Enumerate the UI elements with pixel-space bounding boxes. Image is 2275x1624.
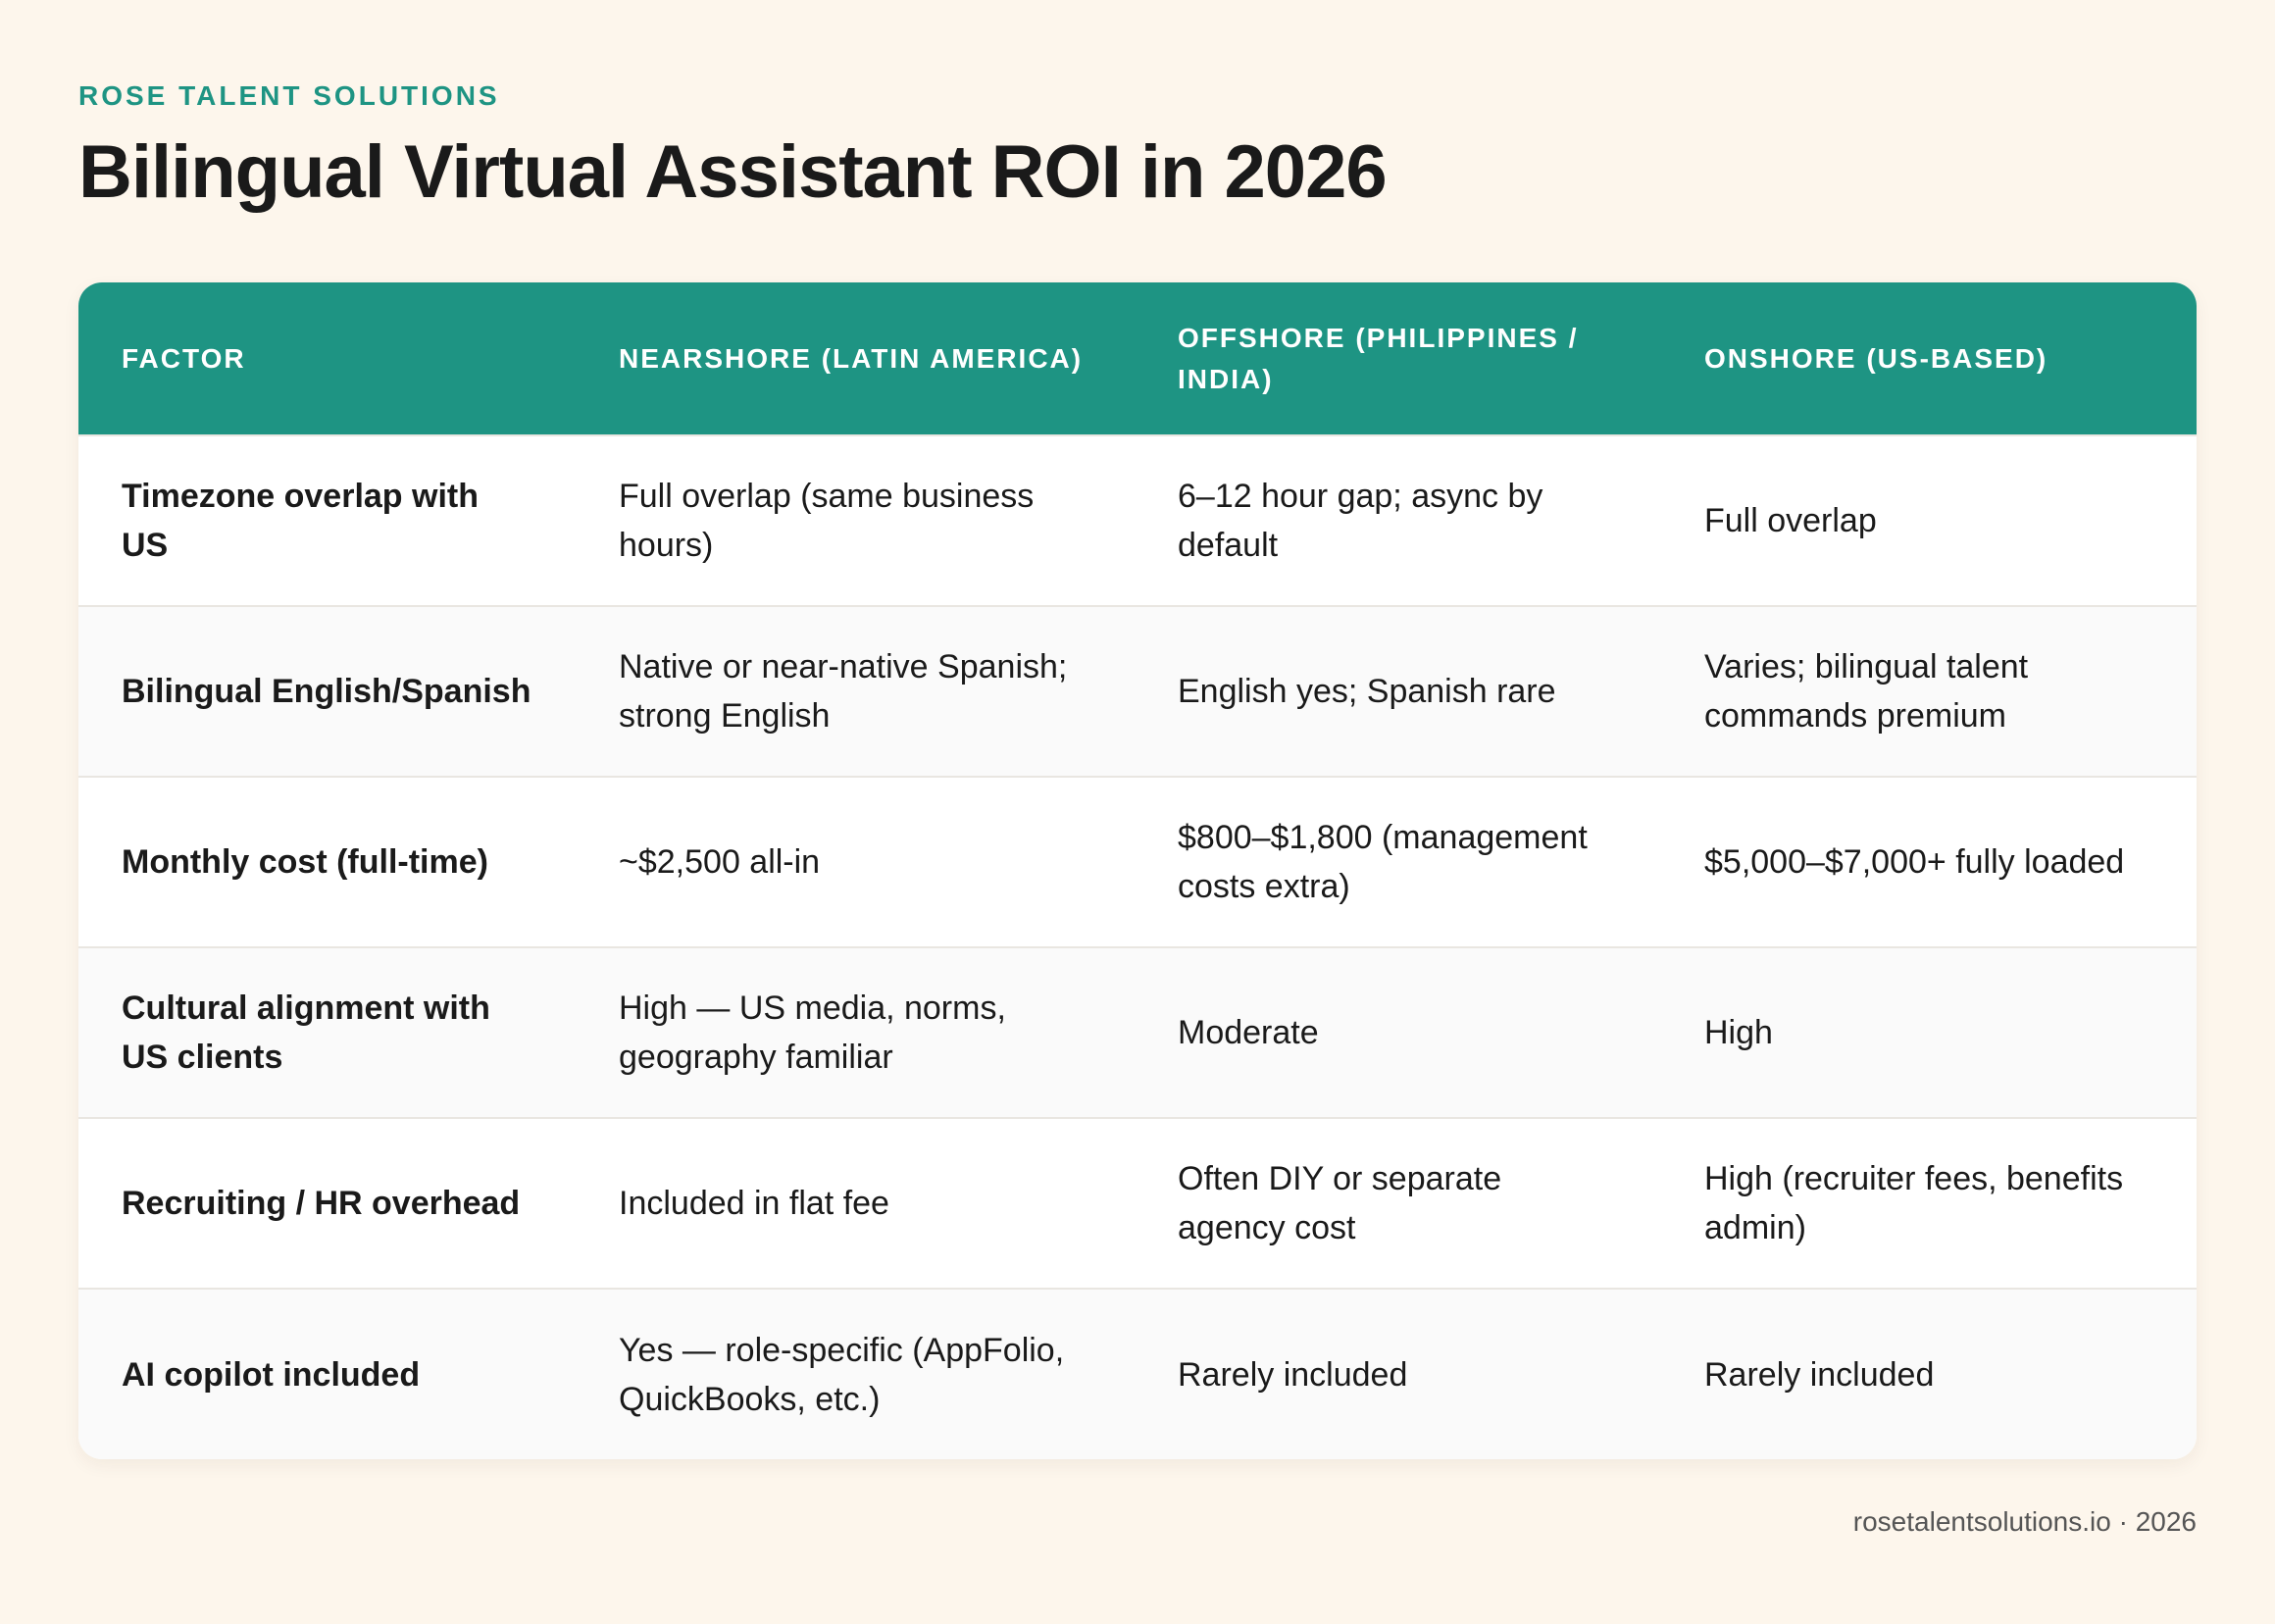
cell-onshore: High xyxy=(1704,1014,1773,1051)
cell-onshore: $5,000–$7,000+ fully loaded xyxy=(1704,843,2125,881)
brand-eyebrow: ROSE TALENT SOLUTIONS xyxy=(78,80,500,111)
cell-offshore: English yes; Spanish rare xyxy=(1178,673,1556,710)
header-onshore: ONSHORE (US-BASED) xyxy=(1704,342,2048,374)
table-header-row: FACTOR NEARSHORE (LATIN AMERICA) OFFSHOR… xyxy=(78,282,2197,435)
cell-onshore: High (recruiter fees, benefits admin) xyxy=(1704,1160,2124,1246)
cell-offshore: Rarely included xyxy=(1178,1355,1408,1394)
footer-credit: rosetalentsolutions.io · 2026 xyxy=(1852,1506,2197,1537)
cell-onshore: Varies; bilingual talent commands premiu… xyxy=(1704,648,2029,735)
row-factor: Recruiting / HR overhead xyxy=(122,1185,521,1222)
row-factor: AI copilot included xyxy=(122,1355,421,1394)
header-offshore: OFFSHORE (PHILIPPINES / INDIA) xyxy=(1178,322,1579,394)
comparison-table: FACTOR NEARSHORE (LATIN AMERICA) OFFSHOR… xyxy=(78,282,2197,1459)
cell-offshore: 6–12 hour gap; async by default xyxy=(1178,478,1543,564)
row-factor: Bilingual English/Spanish xyxy=(122,673,531,710)
cell-nearshore: Yes — role-specific (AppFolio, QuickBook… xyxy=(619,1331,1065,1418)
comparison-table-card: FACTOR NEARSHORE (LATIN AMERICA) OFFSHOR… xyxy=(78,282,2197,1459)
table-row: AI copilot included Yes — role-specific … xyxy=(78,1289,2197,1459)
page-title: Bilingual Virtual Assistant ROI in 2026 xyxy=(78,130,1388,214)
cell-offshore: Often DIY or separate agency cost xyxy=(1178,1160,1502,1246)
header-nearshore: NEARSHORE (LATIN AMERICA) xyxy=(619,342,1084,374)
cell-nearshore: Full overlap (same business hours) xyxy=(619,478,1035,564)
row-factor: Cultural alignment with US clients xyxy=(122,990,490,1076)
cell-nearshore: High — US media, norms, geography famili… xyxy=(619,990,1006,1076)
header-factor: FACTOR xyxy=(122,342,246,374)
row-factor: Timezone overlap with US xyxy=(122,478,480,564)
table-row: Cultural alignment with US clients High … xyxy=(78,947,2197,1118)
table-row: Recruiting / HR overhead Included in fla… xyxy=(78,1118,2197,1289)
table-row: Timezone overlap with US Full overlap (s… xyxy=(78,435,2197,606)
cell-offshore: $800–$1,800 (management costs extra) xyxy=(1178,819,1588,905)
cell-nearshore: ~$2,500 all-in xyxy=(619,843,821,881)
table-row: Monthly cost (full-time) ~$2,500 all-in … xyxy=(78,777,2197,947)
cell-nearshore: Native or near-native Spanish; strong En… xyxy=(619,648,1068,735)
row-factor: Monthly cost (full-time) xyxy=(122,843,488,881)
table-row: Bilingual English/Spanish Native or near… xyxy=(78,606,2197,777)
cell-offshore: Moderate xyxy=(1178,1014,1319,1051)
cell-onshore: Rarely included xyxy=(1704,1355,1935,1394)
cell-onshore: Full overlap xyxy=(1704,502,1877,539)
cell-nearshore: Included in flat fee xyxy=(619,1185,889,1222)
